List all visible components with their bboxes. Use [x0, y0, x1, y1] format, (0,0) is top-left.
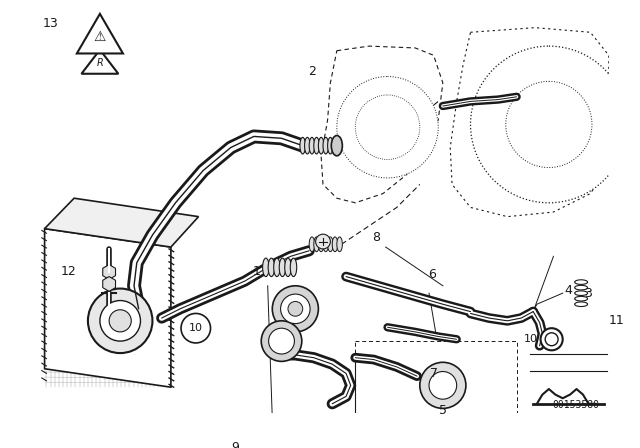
Ellipse shape [323, 237, 328, 252]
Text: 9: 9 [232, 441, 239, 448]
Text: 5: 5 [439, 404, 447, 417]
Ellipse shape [309, 237, 315, 252]
Ellipse shape [332, 138, 338, 154]
Ellipse shape [332, 237, 338, 252]
Text: 2: 2 [308, 65, 316, 78]
Text: 10: 10 [524, 334, 538, 344]
Ellipse shape [575, 280, 588, 284]
Text: 11: 11 [608, 314, 624, 327]
Ellipse shape [575, 297, 588, 301]
Circle shape [506, 82, 592, 168]
Circle shape [545, 333, 558, 346]
Circle shape [429, 371, 457, 399]
Circle shape [355, 95, 420, 159]
Circle shape [470, 46, 627, 203]
Text: 3: 3 [584, 287, 593, 300]
Ellipse shape [318, 138, 324, 154]
Ellipse shape [291, 258, 297, 276]
Ellipse shape [328, 237, 333, 252]
Circle shape [280, 294, 310, 323]
Ellipse shape [279, 258, 285, 276]
Text: 00153580: 00153580 [552, 400, 600, 410]
Ellipse shape [262, 258, 269, 276]
Polygon shape [81, 50, 118, 74]
Ellipse shape [328, 138, 333, 154]
Circle shape [420, 362, 466, 409]
Circle shape [316, 234, 330, 249]
Ellipse shape [314, 138, 319, 154]
Polygon shape [45, 198, 198, 247]
Text: 4: 4 [564, 284, 572, 297]
Ellipse shape [300, 138, 305, 154]
Circle shape [261, 321, 302, 362]
Ellipse shape [337, 237, 342, 252]
Ellipse shape [323, 138, 328, 154]
Circle shape [272, 286, 318, 332]
Text: 13: 13 [43, 17, 59, 30]
Text: ⚠: ⚠ [93, 30, 106, 44]
Ellipse shape [305, 138, 310, 154]
Polygon shape [77, 14, 123, 53]
Circle shape [269, 328, 294, 354]
Text: 10: 10 [189, 323, 203, 333]
Circle shape [541, 328, 563, 350]
Ellipse shape [309, 138, 315, 154]
Ellipse shape [318, 237, 324, 252]
Ellipse shape [285, 258, 291, 276]
Polygon shape [45, 228, 171, 387]
Circle shape [288, 302, 303, 316]
Ellipse shape [575, 302, 588, 306]
Text: 1: 1 [253, 266, 260, 279]
Circle shape [100, 301, 140, 341]
Circle shape [109, 310, 131, 332]
Text: 8: 8 [372, 231, 380, 244]
Text: 6: 6 [428, 268, 436, 281]
Text: R: R [97, 58, 103, 68]
Polygon shape [103, 276, 115, 291]
Ellipse shape [575, 291, 588, 296]
Ellipse shape [268, 258, 275, 276]
Ellipse shape [575, 285, 588, 290]
Polygon shape [103, 265, 115, 280]
Circle shape [613, 291, 625, 302]
Circle shape [337, 77, 438, 178]
Text: 7: 7 [429, 367, 438, 380]
Ellipse shape [274, 258, 280, 276]
Text: 12: 12 [61, 266, 76, 279]
Circle shape [181, 314, 211, 343]
Circle shape [88, 289, 152, 353]
Ellipse shape [332, 135, 342, 156]
Ellipse shape [314, 237, 319, 252]
